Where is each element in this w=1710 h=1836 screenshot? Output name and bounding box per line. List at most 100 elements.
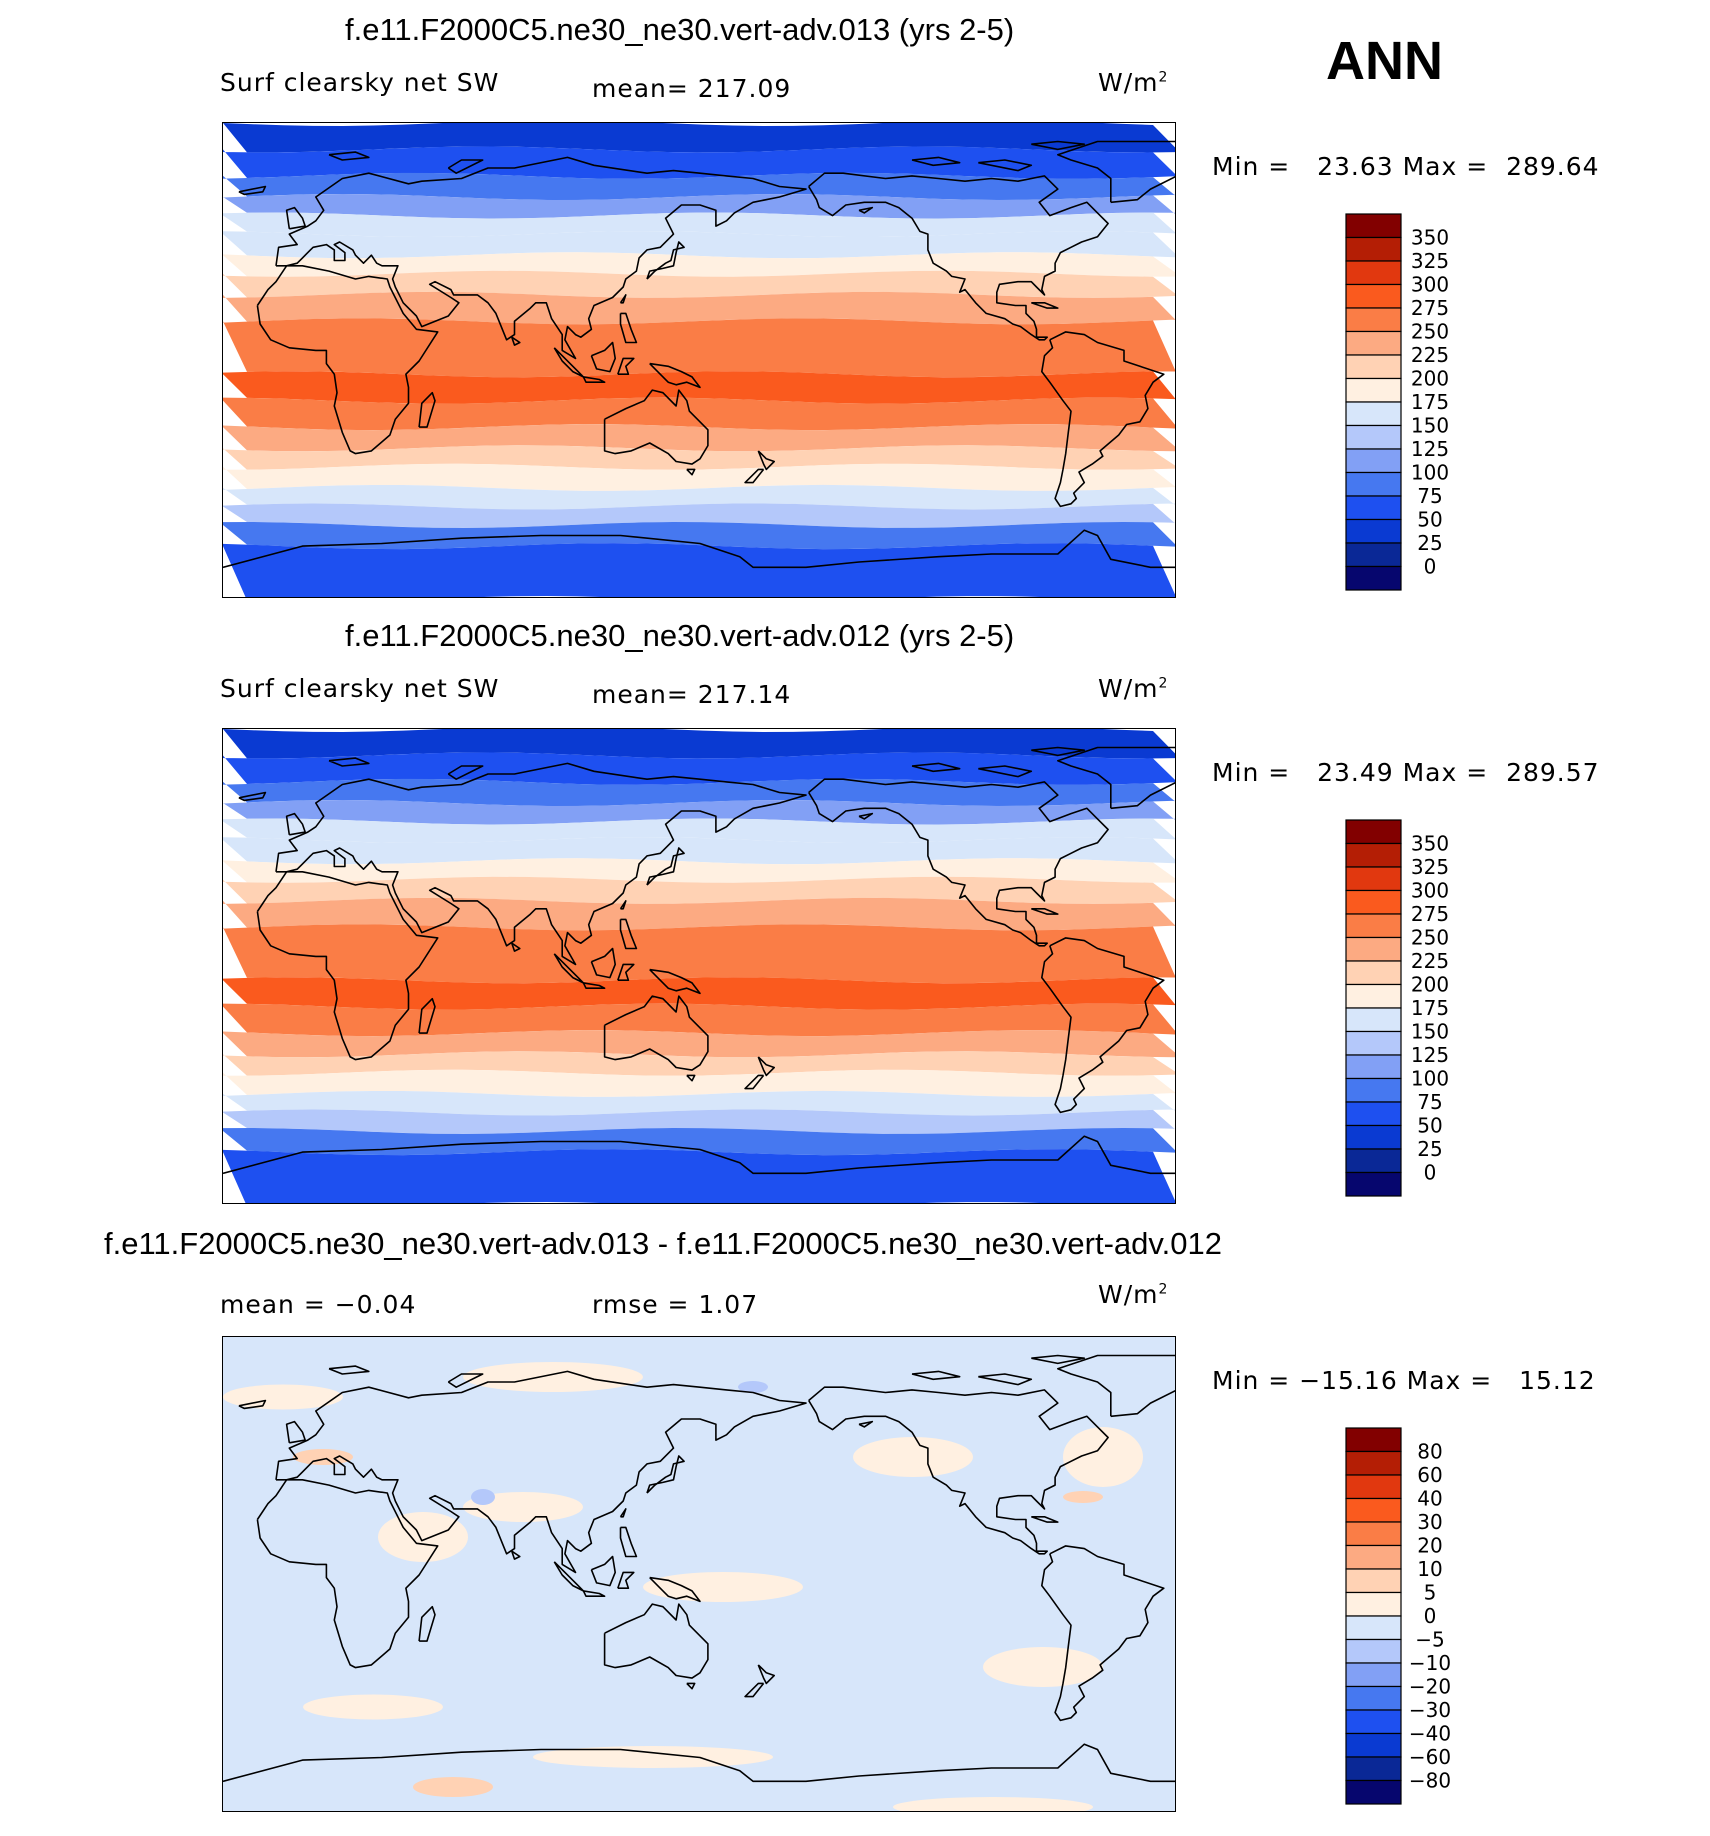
colorbar-swatch <box>1345 983 1402 1009</box>
colorbar-swatch <box>1345 1591 1402 1617</box>
zonal-band <box>223 172 1175 201</box>
colorbar-swatch <box>1345 1779 1402 1805</box>
coastline <box>603 389 709 465</box>
anomaly-region <box>893 1797 1093 1811</box>
panel-2-units: W/m2 <box>1098 674 1168 703</box>
colorbar-swatch <box>1345 842 1402 868</box>
coastline <box>757 450 775 471</box>
panel-3-mean-label: mean = −0.04 <box>220 1290 417 1319</box>
coastline <box>858 1420 874 1428</box>
colorbar-tick-label: 275 <box>1411 296 1449 320</box>
zonal-band <box>223 252 1175 277</box>
colorbar-swatch <box>1345 1054 1402 1080</box>
colorbar-swatch <box>1345 1450 1402 1476</box>
panel-3-map-svg <box>223 1337 1175 1811</box>
coastline <box>328 757 370 767</box>
zonal-band <box>223 463 1175 491</box>
coastline <box>1057 746 1175 810</box>
coastline <box>590 947 616 979</box>
anomaly-region <box>378 1512 468 1562</box>
colorbar-swatch <box>1345 1030 1402 1056</box>
zonal-band <box>223 729 1175 759</box>
colorbar-tick-label: 75 <box>1417 1090 1442 1114</box>
coastline <box>238 1399 267 1410</box>
colorbar-tick-label: 175 <box>1411 996 1449 1020</box>
coastline <box>619 900 627 910</box>
colorbar-tick-label: −60 <box>1409 1745 1451 1769</box>
panel-1-units-exponent: 2 <box>1158 69 1169 86</box>
colorbar-tick-label: −40 <box>1409 1722 1451 1746</box>
colorbar-tick-label: 125 <box>1411 1043 1449 1067</box>
colorbar-tick-label: 40 <box>1417 1487 1442 1511</box>
panel-3-units: W/m2 <box>1098 1280 1168 1309</box>
coastline <box>256 265 439 455</box>
zonal-band <box>223 778 1175 807</box>
colorbar-swatch <box>1345 1544 1402 1570</box>
zonal-band <box>223 1051 1175 1076</box>
zonal-band <box>223 194 1175 219</box>
colorbar-swatch <box>1345 354 1402 380</box>
colorbar-tick-label: 200 <box>1411 973 1449 997</box>
colorbar-swatch <box>1345 448 1402 474</box>
colorbar-swatch <box>1345 236 1402 262</box>
colorbar-swatch <box>1345 1662 1402 1688</box>
coastline <box>911 762 961 773</box>
coastline <box>619 312 638 344</box>
colorbar-swatch <box>1345 1638 1402 1664</box>
coastline <box>649 968 701 995</box>
colorbar-tick-label: 0 <box>1424 555 1437 579</box>
colorbar-swatch <box>1345 471 1402 497</box>
coastline <box>1041 1545 1165 1722</box>
colorbar-tick-label: −80 <box>1409 1769 1451 1793</box>
zonal-band <box>223 897 1175 931</box>
coastline <box>757 1056 775 1077</box>
colorbar-swatch <box>1345 889 1402 915</box>
panel-1-mean-label: mean= 217.09 <box>592 74 792 103</box>
zonal-band <box>223 521 1175 550</box>
coastline <box>858 206 874 214</box>
colorbar-swatch <box>1345 283 1402 309</box>
coastline <box>447 765 484 780</box>
coastline <box>858 812 874 820</box>
colorbar-tick-label: 75 <box>1417 484 1442 508</box>
colorbar-swatch <box>1345 1709 1402 1735</box>
colorbar-swatch <box>1345 518 1402 544</box>
colorbar-swatch <box>1345 1756 1402 1782</box>
anomaly-region <box>853 1437 973 1477</box>
coastline <box>328 1365 370 1375</box>
colorbar-tick-label: 150 <box>1411 414 1449 438</box>
coastline <box>582 982 606 989</box>
panel-2-variable-label: Surf clearsky net SW <box>220 674 500 703</box>
coastline <box>238 185 267 196</box>
coastline <box>1031 302 1059 309</box>
colorbar-swatch <box>1345 1101 1402 1127</box>
anomaly-region <box>983 1647 1103 1687</box>
zonal-band <box>223 1069 1175 1097</box>
coastline <box>1041 331 1165 508</box>
coastline <box>603 1603 709 1679</box>
colorbar-swatch <box>1345 401 1402 427</box>
coastline <box>223 529 1175 569</box>
panel-3-rmse-label: rmse = 1.07 <box>592 1290 759 1319</box>
coastline <box>582 1590 606 1597</box>
colorbar-tick-label: 300 <box>1411 879 1449 903</box>
coastline <box>285 206 306 230</box>
coastline <box>223 1135 1175 1175</box>
coastline <box>1057 140 1175 204</box>
colorbar-swatch <box>1345 424 1402 450</box>
colorbar-tick-label: 100 <box>1411 1067 1449 1091</box>
zonal-band <box>223 123 1175 153</box>
zonal-band <box>223 270 1175 298</box>
colorbar-tick-label: 150 <box>1411 1020 1449 1044</box>
coastline <box>617 963 635 981</box>
zonal-band <box>223 424 1175 452</box>
panel-2-units-text: W/m <box>1098 674 1159 703</box>
coastline <box>646 241 685 280</box>
zonal-band <box>223 445 1175 470</box>
anomaly-region <box>471 1489 495 1505</box>
coastline <box>223 1743 1175 1783</box>
colorbar-tick-label: 60 <box>1417 1463 1442 1487</box>
coastline <box>511 336 521 346</box>
zonal-band <box>223 231 1175 259</box>
colorbar-tick-label: 325 <box>1411 855 1449 879</box>
